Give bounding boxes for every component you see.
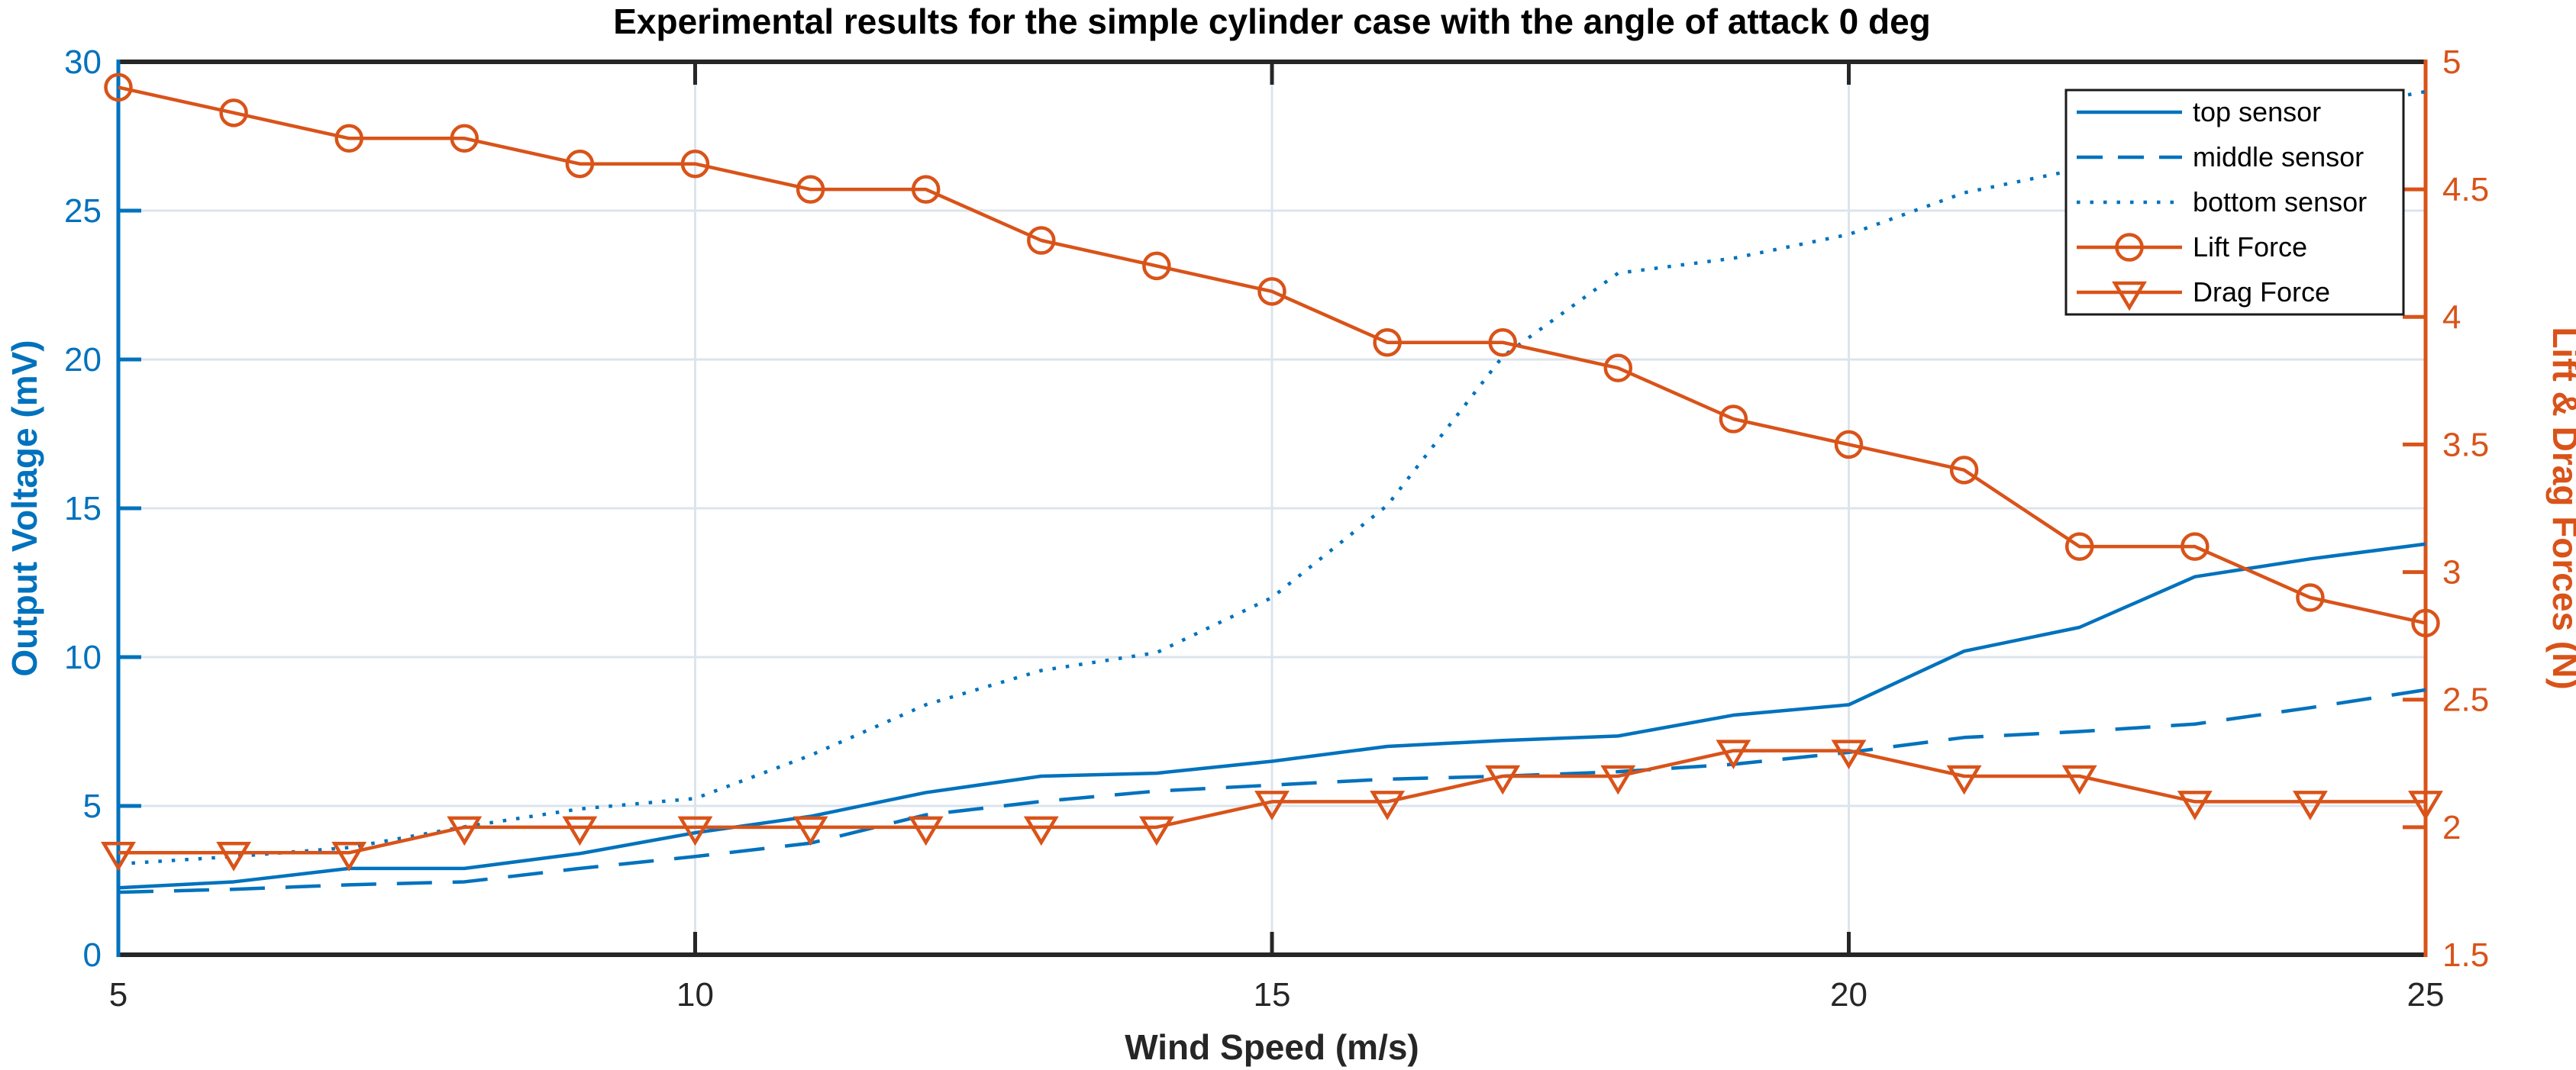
data-point-marker xyxy=(1023,816,1059,846)
x-tick-label: 20 xyxy=(1830,976,1867,1014)
chart-title: Experimental results for the simple cyli… xyxy=(613,2,1931,41)
axes-box xyxy=(116,60,2428,957)
series-top-sensor xyxy=(118,542,2426,890)
legend-item-label: top sensor xyxy=(2193,96,2321,127)
left-y-tick-label: 20 xyxy=(64,341,102,379)
legend-item-label: bottom sensor xyxy=(2193,186,2367,218)
left-y-axis-label: Output Voltage (mV) xyxy=(5,340,44,676)
x-tick-label: 25 xyxy=(2407,976,2445,1014)
left-y-tick-label: 5 xyxy=(83,788,102,825)
right-y-tick-label: 3.5 xyxy=(2442,426,2489,463)
data-point-marker xyxy=(1600,765,1636,795)
data-point-marker xyxy=(1254,791,1290,820)
data-point-marker xyxy=(1142,251,1171,281)
series-line xyxy=(118,542,2426,890)
data-point-marker xyxy=(677,816,713,846)
x-axis-label: Wind Speed (m/s) xyxy=(1125,1027,1419,1067)
data-point-marker xyxy=(565,149,595,179)
right-y-tick-label: 1.5 xyxy=(2442,936,2489,974)
data-point-marker xyxy=(562,816,598,846)
data-point-marker xyxy=(104,73,133,102)
data-point-marker xyxy=(2064,532,2094,561)
data-point-marker xyxy=(680,149,710,179)
data-point-marker xyxy=(1488,327,1517,357)
x-tick-label: 5 xyxy=(109,976,128,1014)
data-point-marker xyxy=(1946,765,1982,795)
data-point-marker xyxy=(2292,791,2328,820)
legend-marker-sample xyxy=(2112,281,2147,311)
data-point-marker xyxy=(101,842,136,872)
data-point-marker xyxy=(219,98,248,127)
data-point-marker xyxy=(1138,816,1174,846)
data-point-marker xyxy=(1603,353,1633,382)
data-point-marker xyxy=(1373,327,1402,357)
series-line xyxy=(118,749,2426,855)
data-point-marker xyxy=(911,175,941,204)
right-y-tick-label: 5 xyxy=(2442,44,2461,81)
data-point-marker xyxy=(1257,277,1286,306)
right-y-tick-label: 2 xyxy=(2442,809,2461,846)
data-point-marker xyxy=(2408,791,2443,820)
left-y-tick-label: 25 xyxy=(64,192,102,230)
data-point-marker xyxy=(334,124,363,153)
data-point-marker xyxy=(2177,791,2213,820)
data-point-marker xyxy=(1485,765,1521,795)
data-point-marker xyxy=(216,842,252,872)
data-point-marker xyxy=(1949,456,1979,485)
legend-item-label: middle sensor xyxy=(2193,141,2364,172)
data-point-marker xyxy=(796,175,825,204)
legend-item-label: Lift Force xyxy=(2193,231,2307,263)
data-point-marker xyxy=(331,842,367,872)
right-y-tick-label: 3 xyxy=(2442,554,2461,591)
legend: top sensor middle sensor bottom sensor Lift… xyxy=(2064,89,2405,316)
series-line xyxy=(118,85,2426,625)
data-point-marker xyxy=(2061,765,2097,795)
left-y-tick-label: 0 xyxy=(83,936,102,974)
data-point-marker xyxy=(450,124,479,153)
right-y-axis-label: Lift & Drag Forces (N) xyxy=(2545,327,2576,689)
series-Drag-Force xyxy=(101,740,2443,872)
series-Lift-Force xyxy=(104,73,2440,638)
data-point-marker xyxy=(908,816,944,846)
right-y-tick-label: 4.5 xyxy=(2442,171,2489,208)
left-y-tick-label: 30 xyxy=(64,44,102,81)
right-y-tick-label: 2.5 xyxy=(2442,682,2489,719)
legend-box xyxy=(2064,89,2405,316)
left-y-tick-label: 10 xyxy=(64,639,102,676)
legend-item-label: Drag Force xyxy=(2193,276,2330,308)
gridlines xyxy=(118,62,2426,955)
data-point-marker xyxy=(792,816,828,846)
x-tick-label: 10 xyxy=(676,976,714,1014)
data-point-marker xyxy=(2181,532,2210,561)
right-y-tick-label: 4 xyxy=(2442,298,2461,336)
data-point-marker xyxy=(1719,404,1748,433)
data-point-marker xyxy=(1831,740,1867,769)
x-tick-label: 15 xyxy=(1254,976,1291,1014)
data-point-marker xyxy=(447,816,483,846)
data-point-marker xyxy=(1834,430,1864,459)
left-y-tick-label: 15 xyxy=(64,490,102,527)
data-point-marker xyxy=(1716,740,1751,769)
data-point-marker xyxy=(2296,583,2325,612)
data-point-marker xyxy=(1027,226,1056,255)
data-point-marker xyxy=(2411,608,2440,638)
data-series xyxy=(101,73,2443,894)
data-point-marker xyxy=(1370,791,1406,820)
legend-marker-sample xyxy=(2115,233,2144,262)
